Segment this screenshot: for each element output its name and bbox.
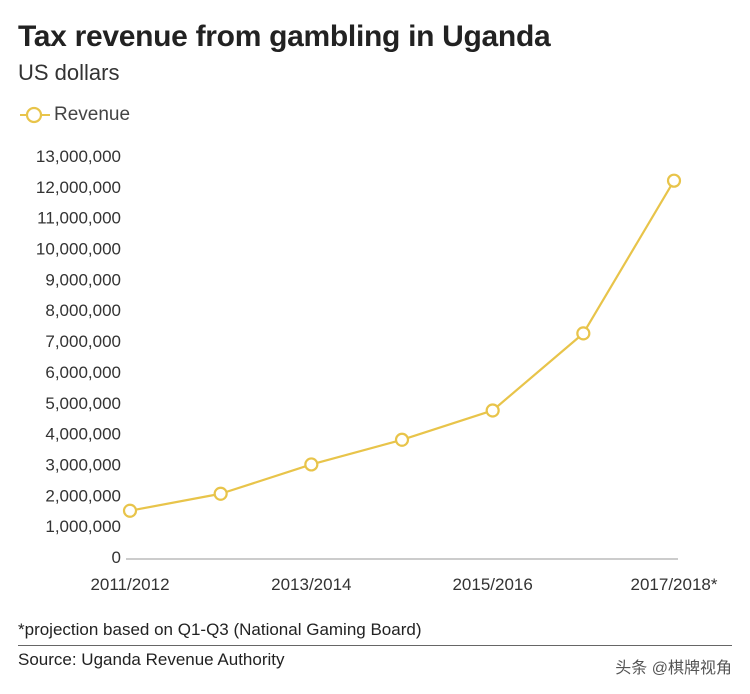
data-point [666, 173, 682, 188]
x-tick-label: 2011/2012 [90, 575, 169, 594]
y-tick-label: 12,000,000 [36, 178, 121, 197]
data-point [213, 486, 228, 501]
data-point [394, 432, 410, 447]
y-tick-label: 0 [112, 548, 121, 567]
y-tick-label: 10,000,000 [36, 240, 121, 259]
chart-subtitle: US dollars [18, 60, 120, 85]
legend: Revenue [18, 103, 130, 127]
y-tick-label: 3,000,000 [45, 455, 121, 474]
y-tick-label: 2,000,000 [45, 486, 121, 505]
data-point [122, 503, 138, 518]
chart-title: Tax revenue from gambling in Uganda [18, 20, 551, 53]
series-line [129, 180, 675, 512]
y-tick-label: 5,000,000 [45, 394, 121, 413]
data-point [304, 457, 319, 472]
legend-label: Revenue [54, 104, 131, 125]
source-note: Source: Uganda Revenue Authority [18, 650, 285, 669]
y-tick-label: 6,000,000 [45, 363, 121, 382]
legend-marker-icon [18, 103, 52, 127]
watermark: 头条 @棋牌视角 [615, 660, 732, 677]
y-tick-label: 9,000,000 [45, 270, 121, 289]
y-tick-label: 1,000,000 [45, 517, 121, 536]
line-chart: 0 1,000,000 2,000,000 3,000,000 4,000,000 5,0… [36, 147, 718, 594]
data-point [576, 326, 591, 341]
x-tick-label: 2017/2018* [631, 575, 718, 594]
data-point [485, 403, 500, 418]
y-tick-label: 8,000,000 [45, 301, 121, 320]
x-tick-label: 2013/2014 [271, 575, 351, 594]
divider [18, 645, 732, 646]
y-tick-label: 4,000,000 [45, 425, 121, 444]
y-tick-label: 11,000,000 [37, 209, 121, 228]
x-tick-label: 2015/2016 [452, 575, 532, 594]
y-tick-label: 7,000,000 [45, 332, 121, 351]
y-tick-label: 13,000,000 [36, 147, 121, 166]
footnote: *projection based on Q1-Q3 (National Gam… [18, 620, 422, 639]
